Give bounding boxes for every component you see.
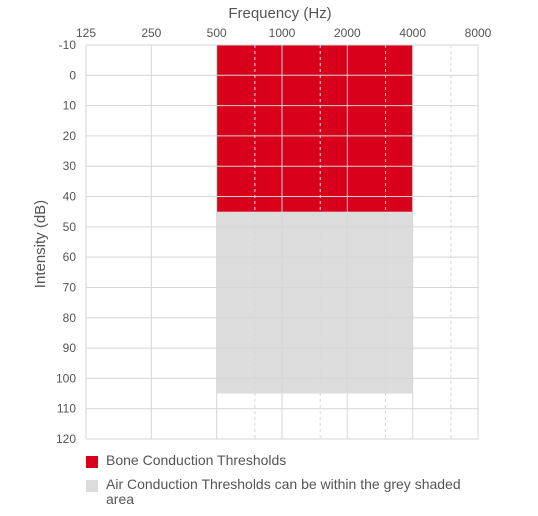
y-tick-label-40: 40 <box>63 190 77 204</box>
x-axis-title: Frequency (Hz) <box>228 5 331 22</box>
y-tick-label-110: 110 <box>57 402 76 416</box>
y-tick-label-50: 50 <box>63 220 77 234</box>
y-axis-title: Intensity (dB) <box>32 200 49 288</box>
shaded-regions <box>216 45 413 394</box>
y-tick-label-90: 90 <box>63 341 77 355</box>
y-tick-label-neg10: -10 <box>59 38 77 52</box>
legend-item-bone-conduction: Bone Conduction Thresholds <box>86 453 506 468</box>
legend-item-air-conduction: Air Conduction Thresholds can be within … <box>86 477 506 507</box>
x-tick-label-8000: 8000 <box>465 26 492 40</box>
legend-swatch-bone-conduction <box>86 456 98 468</box>
legend-label-air-conduction: Air Conduction Thresholds can be within … <box>106 476 461 507</box>
audiogram-chart: -10 0 10 20 30 40 50 60 70 80 90 100 110 120 125 250 500… <box>32 5 492 446</box>
y-tick-label-70: 70 <box>63 280 77 294</box>
legend-swatch-air-conduction <box>86 480 98 492</box>
y-tick-label-120: 120 <box>56 432 76 446</box>
y-tick-label-60: 60 <box>63 250 77 264</box>
x-tick-label-4000: 4000 <box>399 26 426 40</box>
bone-conduction-region <box>216 45 413 212</box>
y-tick-label-10: 10 <box>63 99 77 113</box>
y-tick-label-20: 20 <box>63 129 77 143</box>
y-tick-label-100: 100 <box>56 371 76 385</box>
x-tick-label-500: 500 <box>207 26 227 40</box>
y-tick-label-80: 80 <box>63 311 77 325</box>
legend-label-bone-conduction: Bone Conduction Thresholds <box>106 452 287 468</box>
y-tick-label-0: 0 <box>69 68 76 82</box>
x-tick-label-125: 125 <box>76 26 96 40</box>
legend: Bone Conduction Thresholds Air Conductio… <box>86 453 506 516</box>
x-tick-label-2000: 2000 <box>334 26 361 40</box>
tick-labels: -10 0 10 20 30 40 50 60 70 80 90 100 110 120 125 250 500… <box>56 26 492 446</box>
x-tick-label-250: 250 <box>141 26 161 40</box>
x-tick-label-1000: 1000 <box>269 26 296 40</box>
grid-lines <box>85 44 479 440</box>
y-tick-label-30: 30 <box>63 159 77 173</box>
